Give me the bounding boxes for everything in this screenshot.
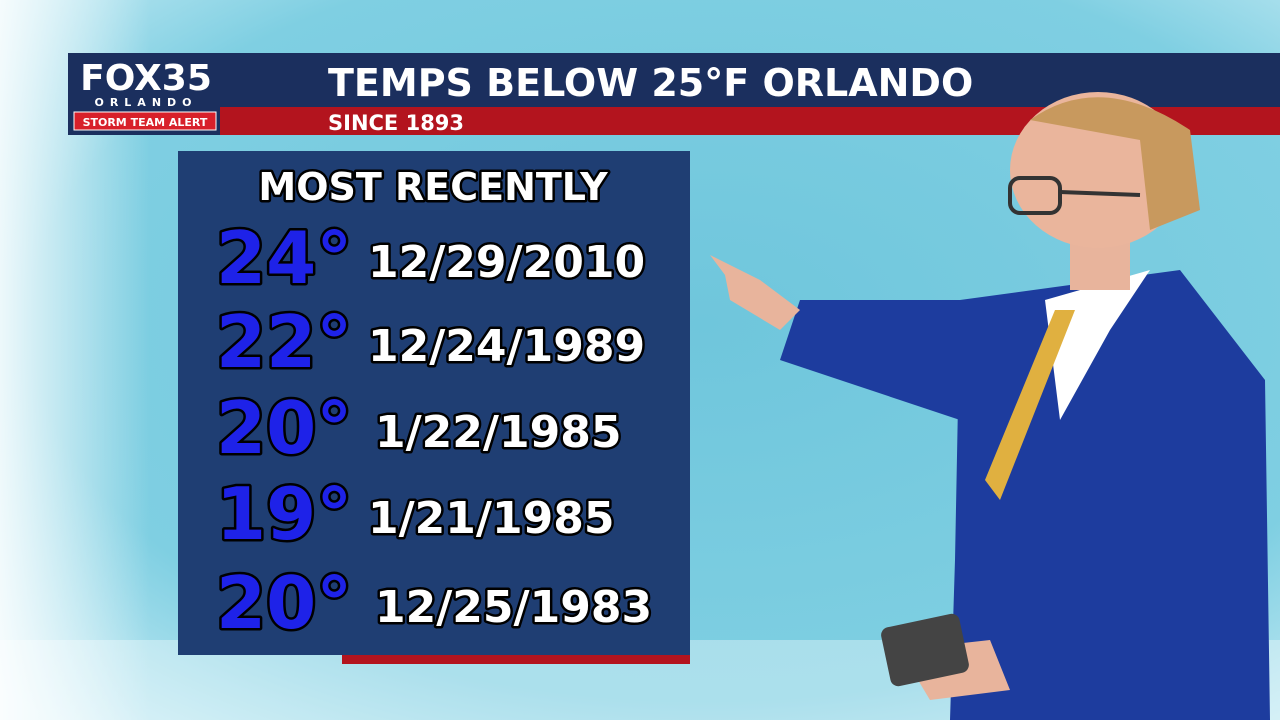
record-date: 1/22/1985 bbox=[375, 407, 621, 458]
record-date: 1/21/1985 bbox=[368, 493, 614, 544]
record-temp: 22° bbox=[216, 300, 352, 384]
logo-badge-text: STORM TEAM ALERT bbox=[83, 116, 208, 129]
record-rows: 24° 12/29/2010 22° 12/24/1989 20° 1/22/1985 19… bbox=[214, 214, 655, 648]
subtitle: SINCE 1893 bbox=[328, 111, 464, 135]
panel bbox=[178, 151, 690, 655]
record-date: 12/29/2010 bbox=[368, 237, 645, 288]
record-date: 12/25/1983 bbox=[375, 582, 652, 633]
presenter bbox=[710, 92, 1270, 720]
record-date: 12/24/1989 bbox=[368, 321, 645, 372]
record-temp: 24° bbox=[216, 216, 352, 300]
logo-badge bbox=[73, 111, 217, 131]
title: TEMPS BELOW 25°F ORLANDO bbox=[328, 61, 973, 105]
logo-brand: FOX35 bbox=[80, 58, 212, 99]
panel-accent bbox=[342, 655, 690, 664]
record-temp: 19° bbox=[216, 472, 352, 556]
panel-heading: MOST RECENTLY bbox=[258, 165, 608, 209]
logo-city: ORLANDO bbox=[94, 96, 197, 109]
record-temp: 20° bbox=[216, 386, 352, 470]
record-temp: 20° bbox=[216, 561, 352, 645]
